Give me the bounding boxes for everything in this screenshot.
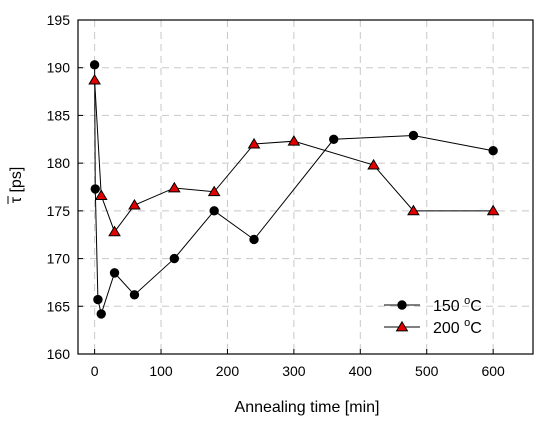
data-point xyxy=(109,268,120,278)
x-tick-label: 200 xyxy=(216,363,240,379)
x-axis-label: Annealing time [min] xyxy=(235,399,380,416)
x-tick-label: 0 xyxy=(91,363,99,379)
legend-label: 150 oC xyxy=(433,295,482,315)
y-axis-label: τ [ps] xyxy=(7,167,25,204)
x-tick-label: 500 xyxy=(415,363,439,379)
x-tick-label: 400 xyxy=(349,363,373,379)
data-point xyxy=(94,189,108,200)
data-point xyxy=(129,290,140,300)
series-1 xyxy=(89,60,498,319)
x-tick-label: 600 xyxy=(481,363,505,379)
data-point xyxy=(287,135,301,146)
data-point xyxy=(88,73,101,85)
y-tick-label: 175 xyxy=(47,203,71,219)
data-point xyxy=(209,206,219,216)
legend-item: 150 oC xyxy=(384,295,482,315)
y-tick-label: 190 xyxy=(47,60,71,76)
data-point xyxy=(96,309,106,319)
data-point xyxy=(367,158,380,170)
y-tick-label: 180 xyxy=(47,155,71,171)
y-tick-label: 195 xyxy=(47,12,71,28)
legend-label: 200 oC xyxy=(433,317,482,337)
plot-frame xyxy=(77,19,534,355)
x-axis-ticks: 0 100 200 300 400 500 600 xyxy=(91,349,505,379)
legend-marker xyxy=(397,300,407,310)
data-point xyxy=(407,204,420,216)
data-point xyxy=(249,234,259,245)
y-tick-label: 160 xyxy=(47,346,71,362)
y-axis-label-text: τ [ps] xyxy=(8,167,25,204)
data-point xyxy=(128,198,141,210)
x-tick-label: 300 xyxy=(282,363,306,379)
data-point xyxy=(329,134,339,144)
series-line xyxy=(94,64,494,316)
data-point xyxy=(167,181,181,193)
data-point xyxy=(207,185,221,197)
data-point xyxy=(93,294,103,305)
data-point xyxy=(408,130,419,141)
y-tick-label: 170 xyxy=(47,251,71,267)
data-point xyxy=(247,137,261,149)
data-point xyxy=(488,146,498,156)
y-tick-label: 165 xyxy=(47,298,71,314)
series-layer xyxy=(88,60,500,319)
series-2 xyxy=(88,73,500,237)
y-axis-ticks: 160 165 170 175 180 185 190 195 xyxy=(47,12,83,362)
y-tick-label: 185 xyxy=(47,107,71,123)
legend-item: 200 oC xyxy=(384,317,482,337)
x-tick-label: 100 xyxy=(149,363,173,379)
data-point xyxy=(90,184,100,194)
data-point xyxy=(486,204,500,216)
legend-marker xyxy=(395,320,409,332)
data-point xyxy=(169,253,180,264)
data-point xyxy=(89,60,100,70)
data-point xyxy=(108,225,121,237)
